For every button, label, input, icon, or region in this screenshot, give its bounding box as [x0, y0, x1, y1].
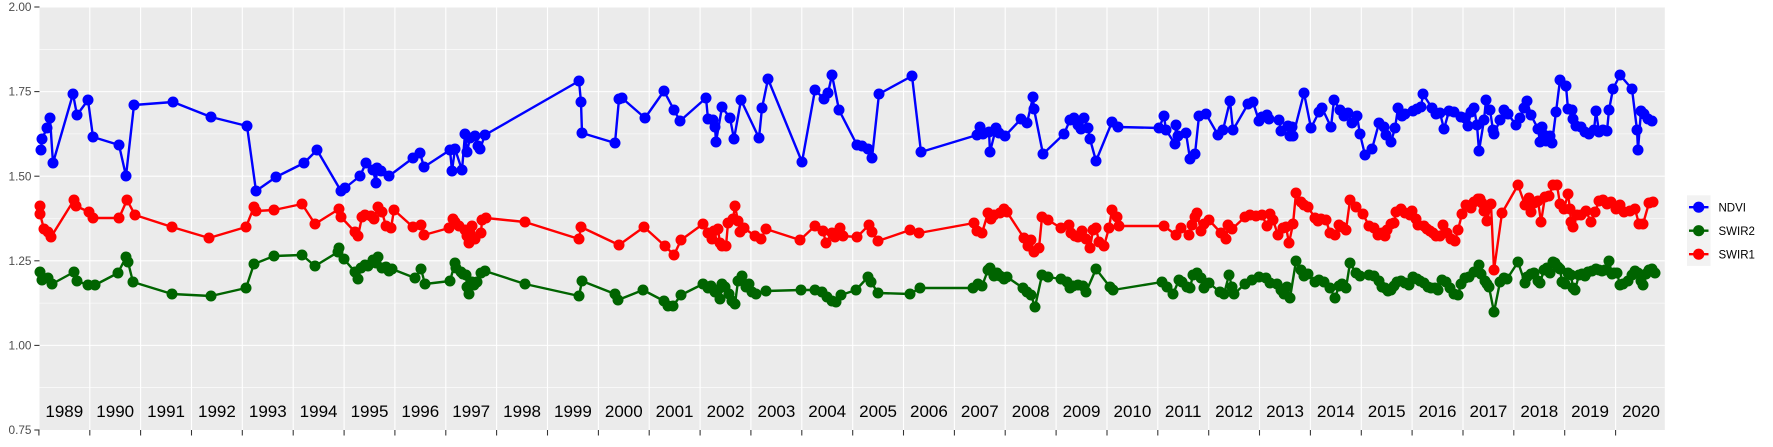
- svg-text:2014: 2014: [1317, 402, 1355, 421]
- svg-text:2016: 2016: [1419, 402, 1457, 421]
- svg-text:2019: 2019: [1571, 402, 1609, 421]
- svg-text:1.25: 1.25: [9, 254, 32, 268]
- svg-text:1998: 1998: [503, 402, 541, 421]
- svg-text:1.00: 1.00: [9, 339, 32, 353]
- svg-text:2007: 2007: [961, 402, 999, 421]
- svg-text:2.00: 2.00: [9, 0, 32, 14]
- svg-text:1.50: 1.50: [9, 169, 32, 183]
- svg-text:2015: 2015: [1368, 402, 1406, 421]
- svg-text:2008: 2008: [1012, 402, 1050, 421]
- svg-text:2005: 2005: [859, 402, 897, 421]
- svg-text:2006: 2006: [910, 402, 948, 421]
- svg-text:1996: 1996: [401, 402, 439, 421]
- svg-text:2020: 2020: [1622, 402, 1660, 421]
- svg-text:NDVI: NDVI: [1719, 202, 1746, 214]
- svg-text:1991: 1991: [147, 402, 185, 421]
- svg-text:SWIR2: SWIR2: [1719, 226, 1755, 238]
- svg-text:2003: 2003: [757, 402, 795, 421]
- svg-text:1994: 1994: [300, 402, 338, 421]
- svg-text:1993: 1993: [249, 402, 287, 421]
- svg-text:1992: 1992: [198, 402, 236, 421]
- svg-text:2012: 2012: [1215, 402, 1253, 421]
- svg-text:1990: 1990: [96, 402, 134, 421]
- svg-text:1997: 1997: [452, 402, 490, 421]
- svg-text:2017: 2017: [1469, 402, 1507, 421]
- svg-text:2001: 2001: [656, 402, 694, 421]
- svg-text:1.75: 1.75: [9, 85, 32, 99]
- svg-text:2013: 2013: [1266, 402, 1304, 421]
- svg-text:1999: 1999: [554, 402, 592, 421]
- svg-text:2004: 2004: [808, 402, 846, 421]
- svg-text:1995: 1995: [351, 402, 389, 421]
- svg-text:2009: 2009: [1063, 402, 1101, 421]
- svg-text:1989: 1989: [45, 402, 83, 421]
- svg-text:2010: 2010: [1113, 402, 1151, 421]
- svg-text:2018: 2018: [1520, 402, 1558, 421]
- svg-text:2002: 2002: [707, 402, 745, 421]
- svg-text:SWIR1: SWIR1: [1719, 249, 1755, 261]
- svg-text:0.75: 0.75: [9, 423, 32, 437]
- svg-text:2000: 2000: [605, 402, 643, 421]
- svg-text:2011: 2011: [1165, 402, 1202, 421]
